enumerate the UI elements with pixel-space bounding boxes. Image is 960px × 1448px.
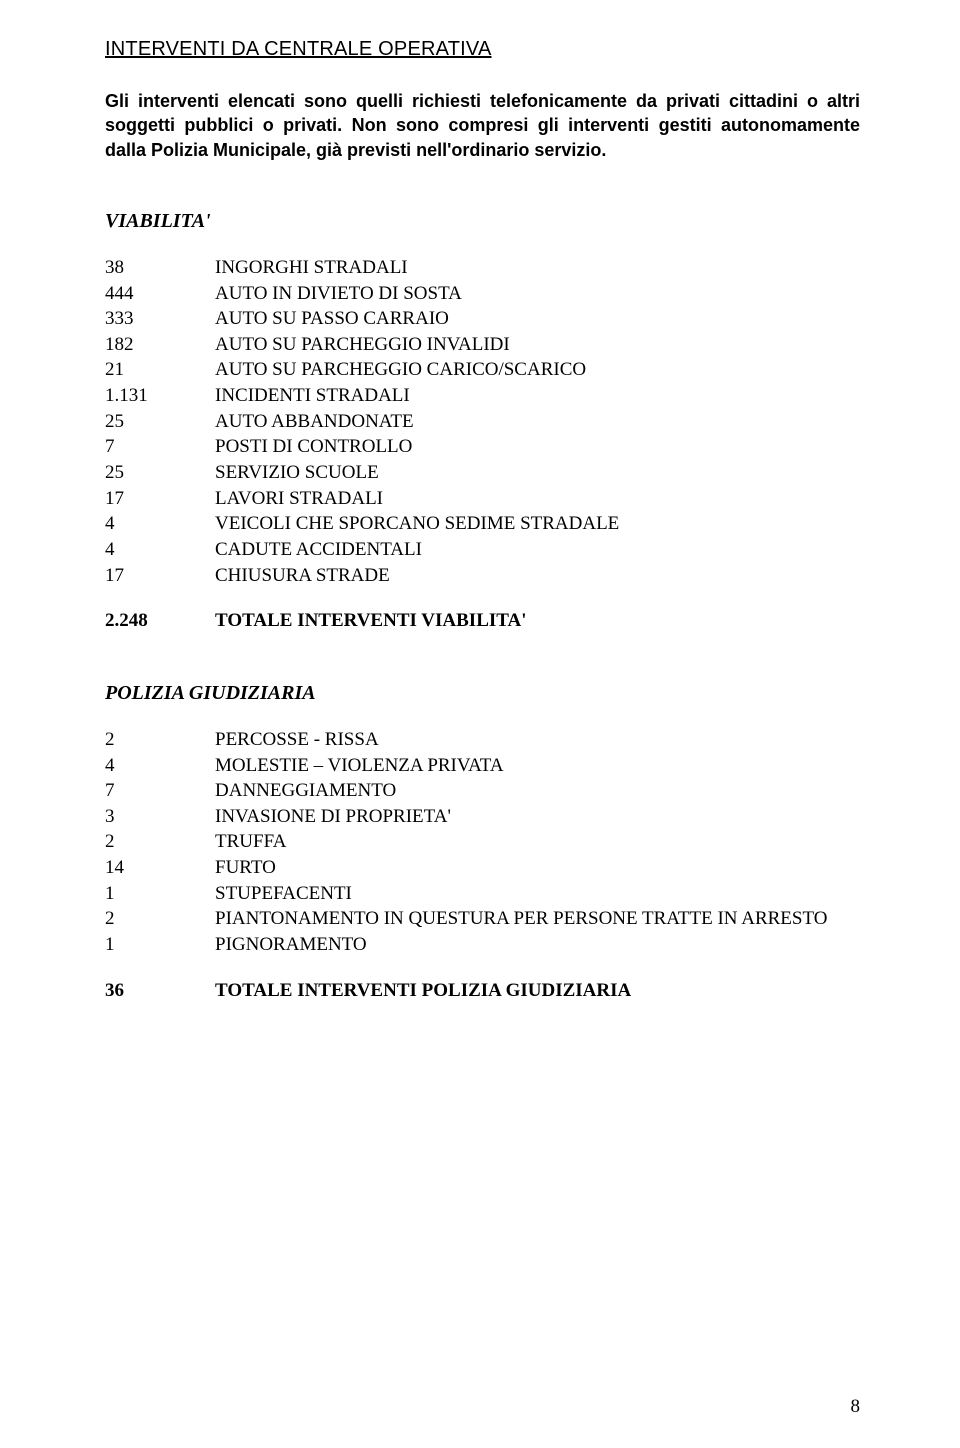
table-row: 38INGORGHI STRADALI	[105, 255, 619, 281]
table-row: 1STUPEFACENTI	[105, 881, 827, 907]
total-row-viabilita: 2.248 TOTALE INTERVENTI VIABILITA'	[105, 588, 619, 634]
table-row: 2PERCOSSE - RISSA	[105, 727, 827, 753]
intro-paragraph: Gli interventi elencati sono quelli rich…	[105, 89, 860, 162]
page-number: 8	[851, 1396, 861, 1418]
table-row: 4CADUTE ACCIDENTALI	[105, 537, 619, 563]
table-row: 4MOLESTIE – VIOLENZA PRIVATA	[105, 753, 827, 779]
section-heading-polizia: POLIZIA GIUDIZIARIA	[105, 682, 860, 705]
table-polizia: 2PERCOSSE - RISSA 4MOLESTIE – VIOLENZA P…	[105, 727, 827, 1003]
table-row: 1.131INCIDENTI STRADALI	[105, 383, 619, 409]
page-title: INTERVENTI DA CENTRALE OPERATIVA	[105, 38, 860, 61]
table-row: 25AUTO ABBANDONATE	[105, 409, 619, 435]
total-row-polizia: 36 TOTALE INTERVENTI POLIZIA GIUDIZIARIA	[105, 958, 827, 1004]
table-row: 17LAVORI STRADALI	[105, 486, 619, 512]
table-row: 2TRUFFA	[105, 829, 827, 855]
table-row: 14FURTO	[105, 855, 827, 881]
table-row: 3INVASIONE DI PROPRIETA'	[105, 804, 827, 830]
table-row: 17CHIUSURA STRADE	[105, 563, 619, 589]
table-row: 2PIANTONAMENTO IN QUESTURA PER PERSONE T…	[105, 906, 827, 932]
table-row: 7POSTI DI CONTROLLO	[105, 434, 619, 460]
table-row: 182AUTO SU PARCHEGGIO INVALIDI	[105, 332, 619, 358]
section-heading-viabilita: VIABILITA'	[105, 210, 860, 233]
table-row: 4VEICOLI CHE SPORCANO SEDIME STRADALE	[105, 511, 619, 537]
table-row: 25SERVIZIO SCUOLE	[105, 460, 619, 486]
table-row: 333AUTO SU PASSO CARRAIO	[105, 306, 619, 332]
table-row: 21AUTO SU PARCHEGGIO CARICO/SCARICO	[105, 357, 619, 383]
table-row: 7DANNEGGIAMENTO	[105, 778, 827, 804]
table-row: 444AUTO IN DIVIETO DI SOSTA	[105, 281, 619, 307]
table-row: 1PIGNORAMENTO	[105, 932, 827, 958]
table-viabilita: 38INGORGHI STRADALI 444AUTO IN DIVIETO D…	[105, 255, 619, 634]
